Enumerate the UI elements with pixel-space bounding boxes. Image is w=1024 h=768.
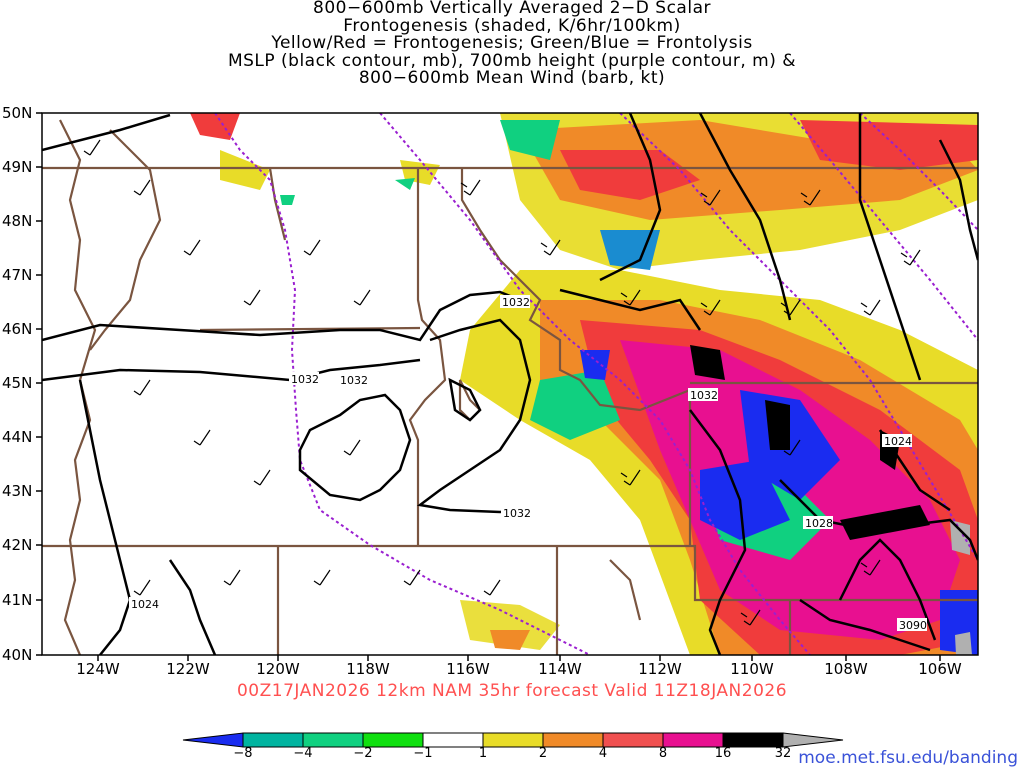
- title-line: Yellow/Red = Frontogenesis; Green/Blue =…: [271, 33, 753, 54]
- colorbar-label: −8: [233, 746, 253, 761]
- colorbar-label: 32: [774, 746, 792, 761]
- title-line: 800−600mb Mean Wind (barb, kt): [358, 68, 666, 89]
- frontogenesis-shading: [190, 113, 978, 655]
- map-frame: [41, 112, 979, 656]
- title-line: Frontogenesis (shaded, K/6hr/100km): [343, 15, 681, 36]
- contour-label: 1032: [291, 373, 319, 386]
- lat-label: 41N: [2, 591, 33, 609]
- boundaries: [42, 119, 978, 655]
- valid-time-line: 00Z17JAN2026 12km NAM 35hr forecast Vali…: [236, 681, 788, 701]
- lon-label: 118W: [346, 660, 390, 678]
- contour-label: 1032: [690, 389, 718, 402]
- contour-label: 1032: [340, 374, 368, 387]
- contour-label: 1032: [503, 507, 531, 520]
- lat-label: 46N: [2, 320, 33, 338]
- lon-label: 114W: [538, 660, 582, 678]
- contour-label: 1032: [502, 296, 530, 309]
- colorbar-label: −2: [353, 746, 373, 761]
- lon-label: 116W: [446, 660, 490, 678]
- lon-label: 120W: [256, 660, 300, 678]
- colorbar: [182, 732, 844, 748]
- map-ticks: [36, 112, 941, 661]
- lon-label: 106W: [918, 660, 962, 678]
- colorbar-label: 4: [598, 746, 608, 761]
- map-title: 800−600mb Vertically Averaged 2−D Scalar…: [0, 0, 1024, 88]
- contour-label: 1028: [805, 517, 833, 530]
- lat-label: 42N: [2, 536, 33, 554]
- lat-label: 40N: [2, 646, 33, 664]
- title-line: 800−600mb Vertically Averaged 2−D Scalar: [313, 0, 711, 18]
- contour-label: 1024: [884, 435, 912, 448]
- contour-label: 1024: [131, 598, 159, 611]
- lat-label: 44N: [2, 428, 33, 446]
- lon-label: 112W: [638, 660, 682, 678]
- lon-label: 122W: [166, 660, 210, 678]
- height-contours: [214, 113, 978, 655]
- colorbar-label: −4: [293, 746, 313, 761]
- lon-label: 108W: [824, 660, 868, 678]
- lat-label: 45N: [2, 374, 33, 392]
- lat-label: 50N: [2, 104, 33, 122]
- source-credit-link[interactable]: moe.met.fsu.edu/banding: [798, 748, 1018, 768]
- wind-barbs: [83, 139, 921, 626]
- lat-label: 47N: [2, 266, 33, 284]
- colorbar-label: 8: [658, 746, 668, 761]
- contour-labels: 1032 1032 1032 1032 1032 1024 1024 1028 …: [129, 295, 927, 632]
- title-line: MSLP (black contour, mb), 700mb height (…: [227, 50, 797, 71]
- lat-label: 43N: [2, 482, 33, 500]
- lon-label: 124W: [76, 660, 120, 678]
- colorbar-label: 1: [478, 746, 488, 761]
- lon-label: 110W: [730, 660, 774, 678]
- colorbar-label: 16: [714, 746, 732, 761]
- contour-label: 3090: [899, 619, 927, 632]
- lat-label: 49N: [2, 158, 33, 176]
- lat-label: 48N: [2, 212, 33, 230]
- colorbar-label: 2: [538, 746, 548, 761]
- colorbar-label: −1: [413, 746, 433, 761]
